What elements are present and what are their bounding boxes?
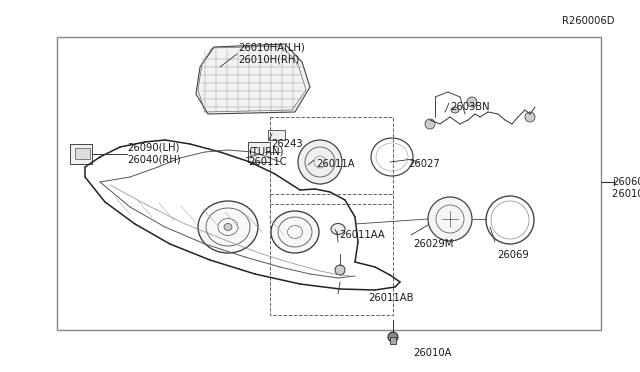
Bar [270,194,393,315]
Polygon shape [196,44,310,114]
Ellipse shape [198,201,258,253]
Text: 26069: 26069 [497,250,529,260]
Text: 26011AA: 26011AA [339,230,385,240]
Text: (TURN): (TURN) [248,146,284,156]
Text: 26027: 26027 [408,159,440,169]
Text: 2603BN: 2603BN [450,102,490,112]
Circle shape [388,332,398,342]
Bar [268,130,285,140]
Text: 26090(LH): 26090(LH) [127,143,179,153]
Circle shape [425,119,435,129]
Ellipse shape [224,224,232,231]
Circle shape [525,112,535,122]
Bar [75,148,90,159]
Text: 26040(RH): 26040(RH) [127,154,180,164]
Text: 26010HA(LH): 26010HA(LH) [238,43,305,53]
Text: 26010A: 26010A [413,348,451,358]
Bar [57,37,601,330]
Text: 26243: 26243 [271,139,303,149]
Circle shape [298,140,342,184]
Text: 26011A: 26011A [316,159,355,169]
Text: 26010 (RH): 26010 (RH) [612,189,640,199]
Circle shape [467,97,477,107]
Circle shape [428,197,472,241]
Ellipse shape [271,211,319,253]
Text: 26060(LH): 26060(LH) [612,176,640,186]
Text: 26029M: 26029M [413,239,453,249]
Bar [248,142,270,162]
Circle shape [335,265,345,275]
Text: 26011C: 26011C [248,157,287,167]
Bar [270,117,393,204]
Text: R260006D: R260006D [562,16,614,26]
Bar [390,337,396,344]
Bar [70,144,92,164]
Text: 26011AB: 26011AB [368,293,413,303]
Text: 26010H(RH): 26010H(RH) [238,54,300,64]
Ellipse shape [331,224,345,234]
Ellipse shape [451,107,459,113]
